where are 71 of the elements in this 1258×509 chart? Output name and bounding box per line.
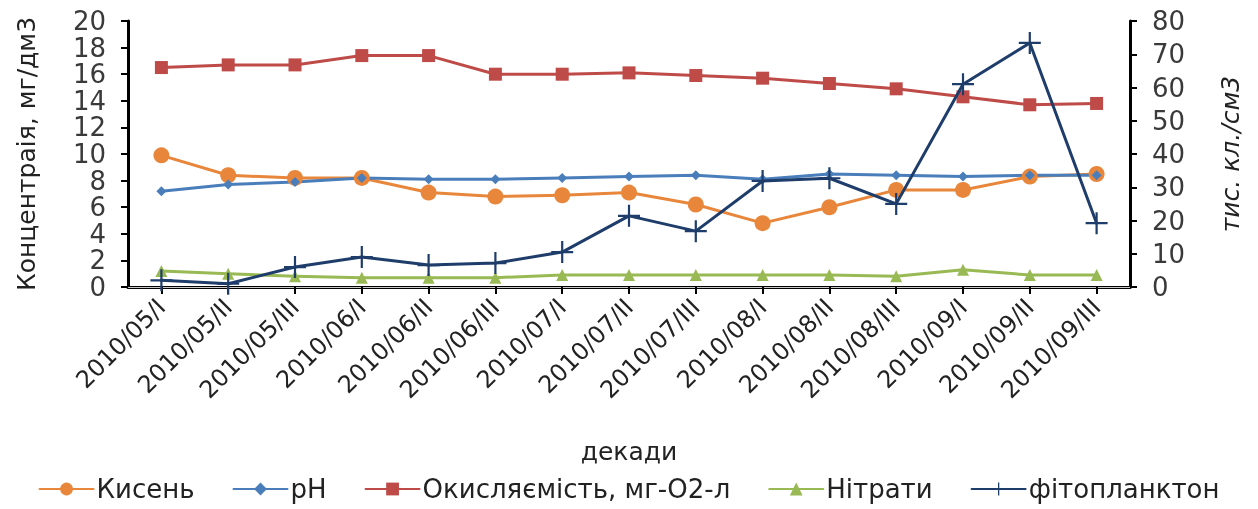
point (217, 272, 240, 295)
point (556, 269, 569, 282)
point (420, 184, 437, 201)
point (554, 187, 571, 204)
point (1018, 31, 1041, 54)
point (1090, 96, 1104, 110)
point (890, 270, 903, 283)
point (958, 171, 968, 182)
y2-tick-label: 0 (1152, 272, 1169, 302)
point (422, 49, 436, 63)
point (150, 269, 173, 292)
point (623, 269, 635, 282)
point (818, 167, 841, 190)
point (355, 49, 369, 63)
legend-label: Нітрати (826, 474, 933, 504)
point (689, 69, 703, 83)
point (823, 269, 836, 282)
x-axis-title: декади (580, 437, 678, 466)
point (220, 167, 237, 184)
point (156, 186, 167, 197)
point (621, 184, 637, 201)
point (154, 61, 168, 75)
point (756, 71, 770, 85)
point (1023, 269, 1036, 282)
point (1090, 269, 1103, 282)
point (423, 174, 434, 185)
point (490, 174, 501, 185)
point (153, 147, 170, 164)
y2-tick-label: 10 (1152, 238, 1186, 269)
point (284, 256, 306, 279)
legend-label: pH (290, 474, 327, 504)
point (624, 171, 634, 182)
y2-axis-title: тис. кл./см3 (1216, 75, 1245, 233)
point (618, 204, 640, 227)
point (484, 252, 507, 275)
point (622, 66, 636, 80)
point (889, 82, 903, 96)
point (952, 73, 974, 96)
point (355, 271, 368, 284)
y2-tick-label: 20 (1152, 205, 1186, 236)
point (687, 196, 704, 213)
point (223, 179, 234, 190)
legend-label: Кисень (96, 474, 195, 504)
point (885, 192, 908, 215)
point (1023, 98, 1037, 112)
point (684, 220, 707, 243)
y2-tick-label: 30 (1152, 172, 1186, 203)
point (754, 215, 771, 232)
point (288, 58, 302, 72)
point (957, 263, 969, 276)
y2-tick-label: 60 (1152, 72, 1186, 103)
point (551, 241, 574, 264)
point (821, 199, 838, 216)
point (487, 188, 504, 205)
point (350, 246, 373, 269)
legend-label: фітопланктон (1028, 474, 1220, 504)
y-axis-title: Концентраія, мг/дм3 (12, 16, 41, 292)
y2-tick-label: 80 (1152, 6, 1186, 36)
y2-tick-label: 70 (1152, 39, 1186, 70)
point (488, 67, 502, 81)
point (955, 181, 971, 198)
y2-tick-label: 50 (1152, 105, 1186, 136)
point (417, 254, 440, 277)
point (1085, 212, 1108, 235)
point (555, 67, 569, 81)
point (221, 58, 235, 72)
point (689, 269, 702, 282)
legend-label: Окисляємість, мг-О2-л (422, 474, 731, 504)
point (756, 269, 769, 282)
point (822, 77, 836, 91)
y2-tick-label: 40 (1152, 139, 1186, 169)
